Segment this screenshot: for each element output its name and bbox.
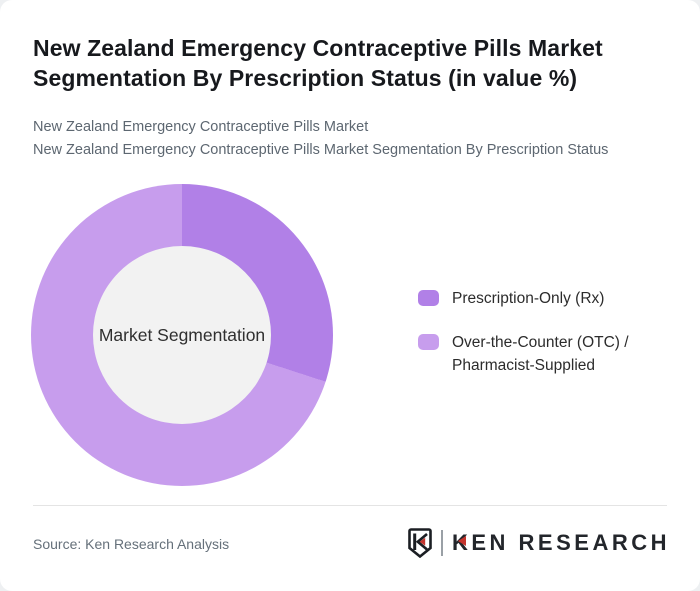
legend-swatch-otc [418, 334, 439, 351]
brand-text: K EN RESEARCH [452, 530, 670, 556]
chart-subtitle-1: New Zealand Emergency Contraceptive Pill… [33, 119, 369, 135]
donut-chart: Market Segmentation [31, 184, 333, 486]
red-triangle-icon [457, 536, 466, 546]
chart-title: New Zealand Emergency Contraceptive Pill… [33, 35, 603, 92]
legend-label: Prescription-Only (Rx) [452, 290, 605, 307]
ken-research-shield-icon [408, 528, 432, 558]
legend-label: Over-the-Counter (OTC) / Pharmacist-Supp… [452, 334, 629, 374]
legend-item-otc: Over-the-Counter (OTC) / Pharmacist-Supp… [418, 332, 667, 377]
brand-letter-k: K [451, 530, 472, 555]
legend-item-prescription-only: Prescription-Only (Rx) [418, 288, 667, 310]
chart-subtitles: New Zealand Emergency Contraceptive Pill… [33, 116, 683, 161]
ken-research-logo: K EN RESEARCH [408, 527, 670, 559]
brand-rest: EN RESEARCH [471, 530, 670, 555]
logo-separator [440, 530, 443, 556]
chart-subtitle-2: New Zealand Emergency Contraceptive Pill… [33, 141, 609, 158]
footer-divider [33, 505, 667, 506]
donut-center-label: Market Segmentation [98, 324, 266, 345]
donut-hole: Market Segmentation [93, 246, 271, 424]
chart-legend: Prescription-Only (Rx) Over-the-Counter … [418, 288, 667, 377]
legend-swatch-prescription-only [418, 290, 439, 306]
source-text: Source: Ken Research Analysis [33, 536, 230, 552]
